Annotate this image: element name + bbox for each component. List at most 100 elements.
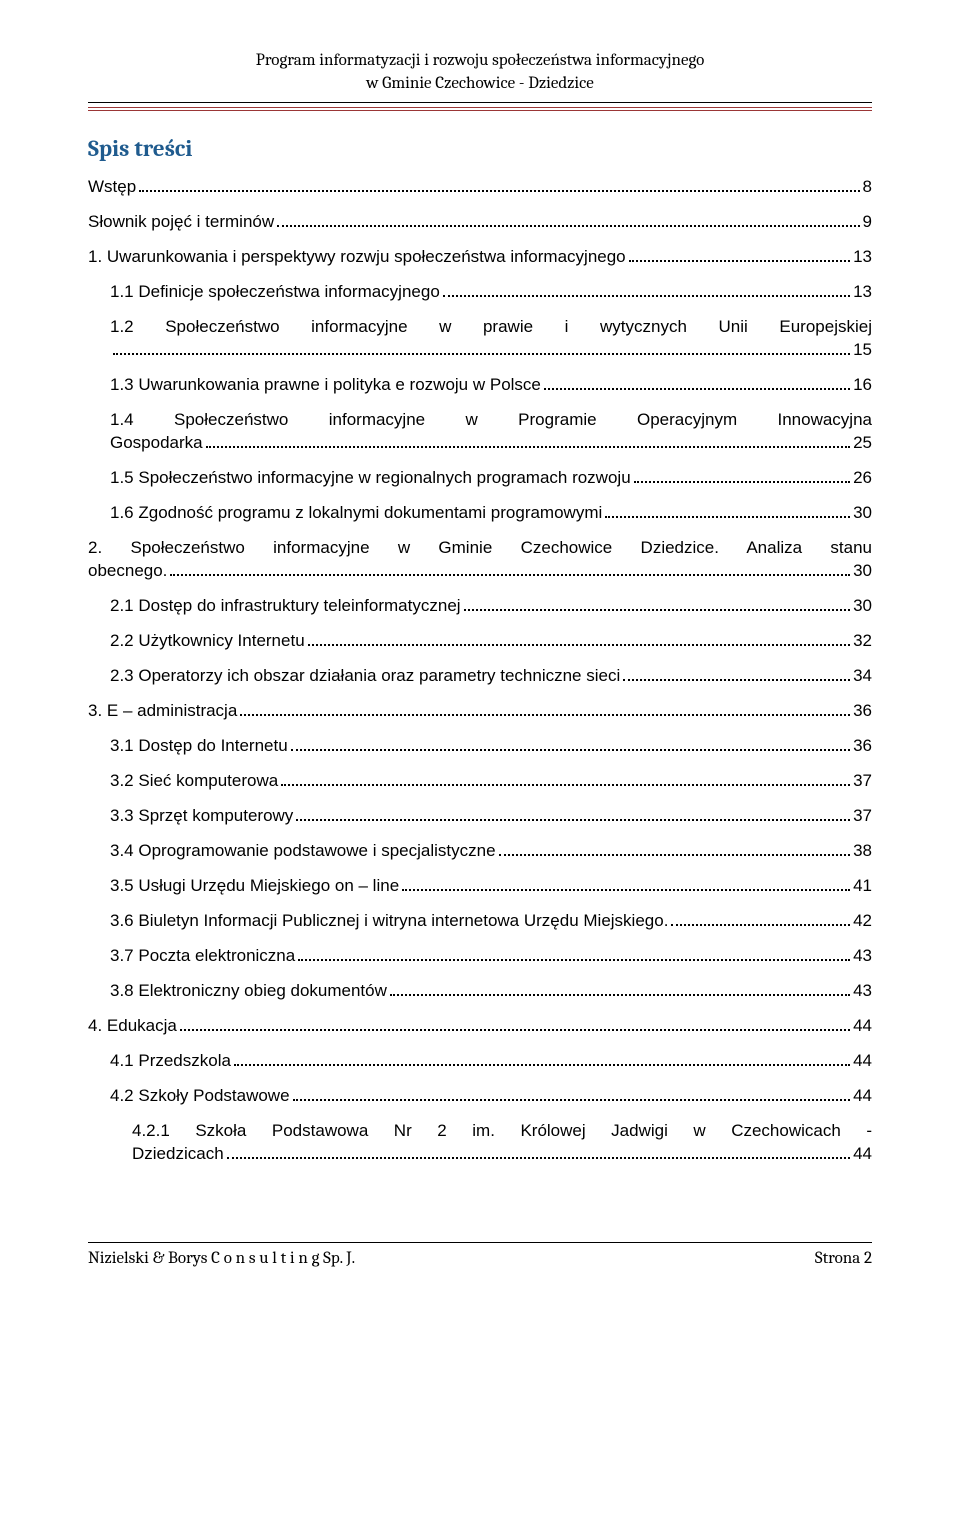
toc-entry[interactable]: 3.6 Biuletyn Informacji Publicznej i wit… [88,912,872,929]
toc-leader-dots [281,772,850,786]
toc-entry[interactable]: 3.8 Elektroniczny obieg dokumentów 43 [88,982,872,999]
toc-leader-dots [464,597,851,611]
footer-company-suffix: Sp. J. [323,1249,355,1268]
toc-entry-text: 3.1 Dostęp do Internetu [110,737,288,754]
toc-entry-text-line1: 1.2 Społeczeństwo informacyjne w prawie … [110,318,872,335]
toc-entry-page: 44 [853,1087,872,1104]
toc-entry-page: 30 [853,562,872,579]
toc-entry-page: 16 [853,376,872,393]
toc-entry-page: 15 [853,341,872,358]
toc-leader-dots [634,469,850,483]
toc-leader-dots [390,982,850,996]
toc-entry[interactable]: 1.3 Uwarunkowania prawne i polityka e ro… [88,376,872,393]
toc-entry[interactable]: 2.2 Użytkownicy Internetu 32 [88,632,872,649]
toc-entry-text-line1: 4.2.1 Szkoła Podstawowa Nr 2 im. Królowe… [132,1122,872,1139]
toc-entry[interactable]: 3.7 Poczta elektroniczna 43 [88,947,872,964]
toc-entry-page: 9 [863,213,872,230]
toc-leader-dots [629,248,850,262]
toc-leader-dots [402,877,850,891]
toc-entry[interactable]: 3.4 Oprogramowanie podstawowe i specjali… [88,842,872,859]
toc-entry[interactable]: 3.1 Dostęp do Internetu 36 [88,737,872,754]
toc-entry[interactable]: 1.6 Zgodność programu z lokalnymi dokume… [88,504,872,521]
toc-entry-text: 3.6 Biuletyn Informacji Publicznej i wit… [110,912,668,929]
toc-leader-dots [170,562,850,576]
toc-leader-dots [296,807,850,821]
toc-entry[interactable]: 2. Społeczeństwo informacyjne w Gminie C… [88,539,872,579]
toc-entry[interactable]: 4. Edukacja 44 [88,1017,872,1034]
toc-entry-text: 3.2 Sieć komputerowa [110,772,278,789]
toc-entry-page: 8 [863,178,872,195]
toc-entry-text: 1.6 Zgodność programu z lokalnymi dokume… [110,504,602,521]
toc-entry[interactable]: 1.5 Społeczeństwo informacyjne w regiona… [88,469,872,486]
table-of-contents: Wstęp 8 Słownik pojęć i terminów 9 1. Uwar… [88,178,872,1162]
toc-entry[interactable]: 1.4 Społeczeństwo informacyjne w Program… [88,411,872,451]
toc-entry-text-line1: 2. Społeczeństwo informacyjne w Gminie C… [88,539,872,556]
toc-entry[interactable]: 3.2 Sieć komputerowa 37 [88,772,872,789]
toc-entry-text: 3.7 Poczta elektroniczna [110,947,295,964]
toc-entry[interactable]: 4.2 Szkoły Podstawowe 44 [88,1087,872,1104]
toc-entry-page: 37 [853,772,872,789]
toc-entry-page: 37 [853,807,872,824]
toc-leader-dots [308,632,850,646]
toc-entry[interactable]: 1.1 Definicje społeczeństwa informacyjne… [88,283,872,300]
header-line-2: w Gminie Czechowice - Dziedzice [88,73,872,96]
toc-entry-text: 4. Edukacja [88,1017,177,1034]
toc-entry-text: 2.3 Operatorzy ich obszar działania oraz… [110,667,620,684]
toc-entry-text: 1.1 Definicje społeczeństwa informacyjne… [110,283,440,300]
toc-entry[interactable]: 1. Uwarunkowania i perspektywy rozwju sp… [88,248,872,265]
toc-entry-text: 1. Uwarunkowania i perspektywy rozwju sp… [88,248,626,265]
header-double-rule [88,107,872,111]
toc-entry-text: Wstęp [88,178,136,195]
toc-entry[interactable]: Słownik pojęć i terminów 9 [88,213,872,230]
toc-entry-page: 13 [853,283,872,300]
toc-leader-dots [544,376,850,390]
toc-entry-page: 41 [853,877,872,894]
footer-page-number: Strona 2 [815,1249,872,1268]
toc-leader-dots [605,504,850,518]
toc-title: Spis treści [88,135,872,162]
toc-entry[interactable]: 4.2.1 Szkoła Podstawowa Nr 2 im. Królowe… [88,1122,872,1162]
toc-entry-text: 3. E – administracja [88,702,237,719]
toc-entry[interactable]: 3.5 Usługi Urzędu Miejskiego on – line 4… [88,877,872,894]
toc-entry[interactable]: 3. E – administracja 36 [88,702,872,719]
footer-company-spaced: o n s u l t i n g [220,1249,323,1268]
toc-entry-text: 4.1 Przedszkola [110,1052,231,1069]
toc-leader-dots [206,434,850,448]
toc-entry-page: 30 [853,597,872,614]
toc-leader-dots [240,702,850,716]
toc-entry-page: 36 [853,702,872,719]
header-rule [88,102,872,103]
toc-entry[interactable]: 3.3 Sprzęt komputerowy 37 [88,807,872,824]
toc-entry-page: 44 [853,1052,872,1069]
toc-entry-page: 44 [853,1017,872,1034]
toc-entry-page: 42 [853,912,872,929]
toc-entry-page: 43 [853,947,872,964]
toc-entry-page: 25 [853,434,872,451]
toc-leader-dots [180,1017,850,1031]
toc-entry-text: 3.3 Sprzęt komputerowy [110,807,293,824]
page-footer: Nizielski & Borys C o n s u l t i n g Sp… [88,1242,872,1268]
toc-leader-dots [277,213,859,227]
toc-entry-page: 34 [853,667,872,684]
toc-entry-page: 26 [853,469,872,486]
toc-entry[interactable]: 4.1 Przedszkola 44 [88,1052,872,1069]
footer-left: Nizielski & Borys C o n s u l t i n g Sp… [88,1249,355,1268]
toc-entry-text: 1.3 Uwarunkowania prawne i polityka e ro… [110,376,541,393]
toc-entry-page: 44 [853,1145,872,1162]
toc-entry-page: 30 [853,504,872,521]
footer-company-prefix: Nizielski & Borys C [88,1249,220,1268]
toc-entry[interactable]: 2.3 Operatorzy ich obszar działania oraz… [88,667,872,684]
toc-leader-dots [291,737,850,751]
toc-entry-page: 43 [853,982,872,999]
toc-entry[interactable]: 2.1 Dostęp do infrastruktury teleinforma… [88,597,872,614]
toc-entry-page: 13 [853,248,872,265]
toc-leader-dots [298,947,850,961]
toc-entry[interactable]: Wstęp 8 [88,178,872,195]
toc-entry[interactable]: 1.2 Społeczeństwo informacyjne w prawie … [88,318,872,358]
toc-entry-text-line1: 1.4 Społeczeństwo informacyjne w Program… [110,411,872,428]
toc-entry-page: 36 [853,737,872,754]
toc-entry-text: 3.5 Usługi Urzędu Miejskiego on – line [110,877,399,894]
toc-entry-page: 38 [853,842,872,859]
toc-entry-text-line2: Dziedzicach [132,1145,224,1162]
toc-entry-text: 2.1 Dostęp do infrastruktury teleinforma… [110,597,461,614]
